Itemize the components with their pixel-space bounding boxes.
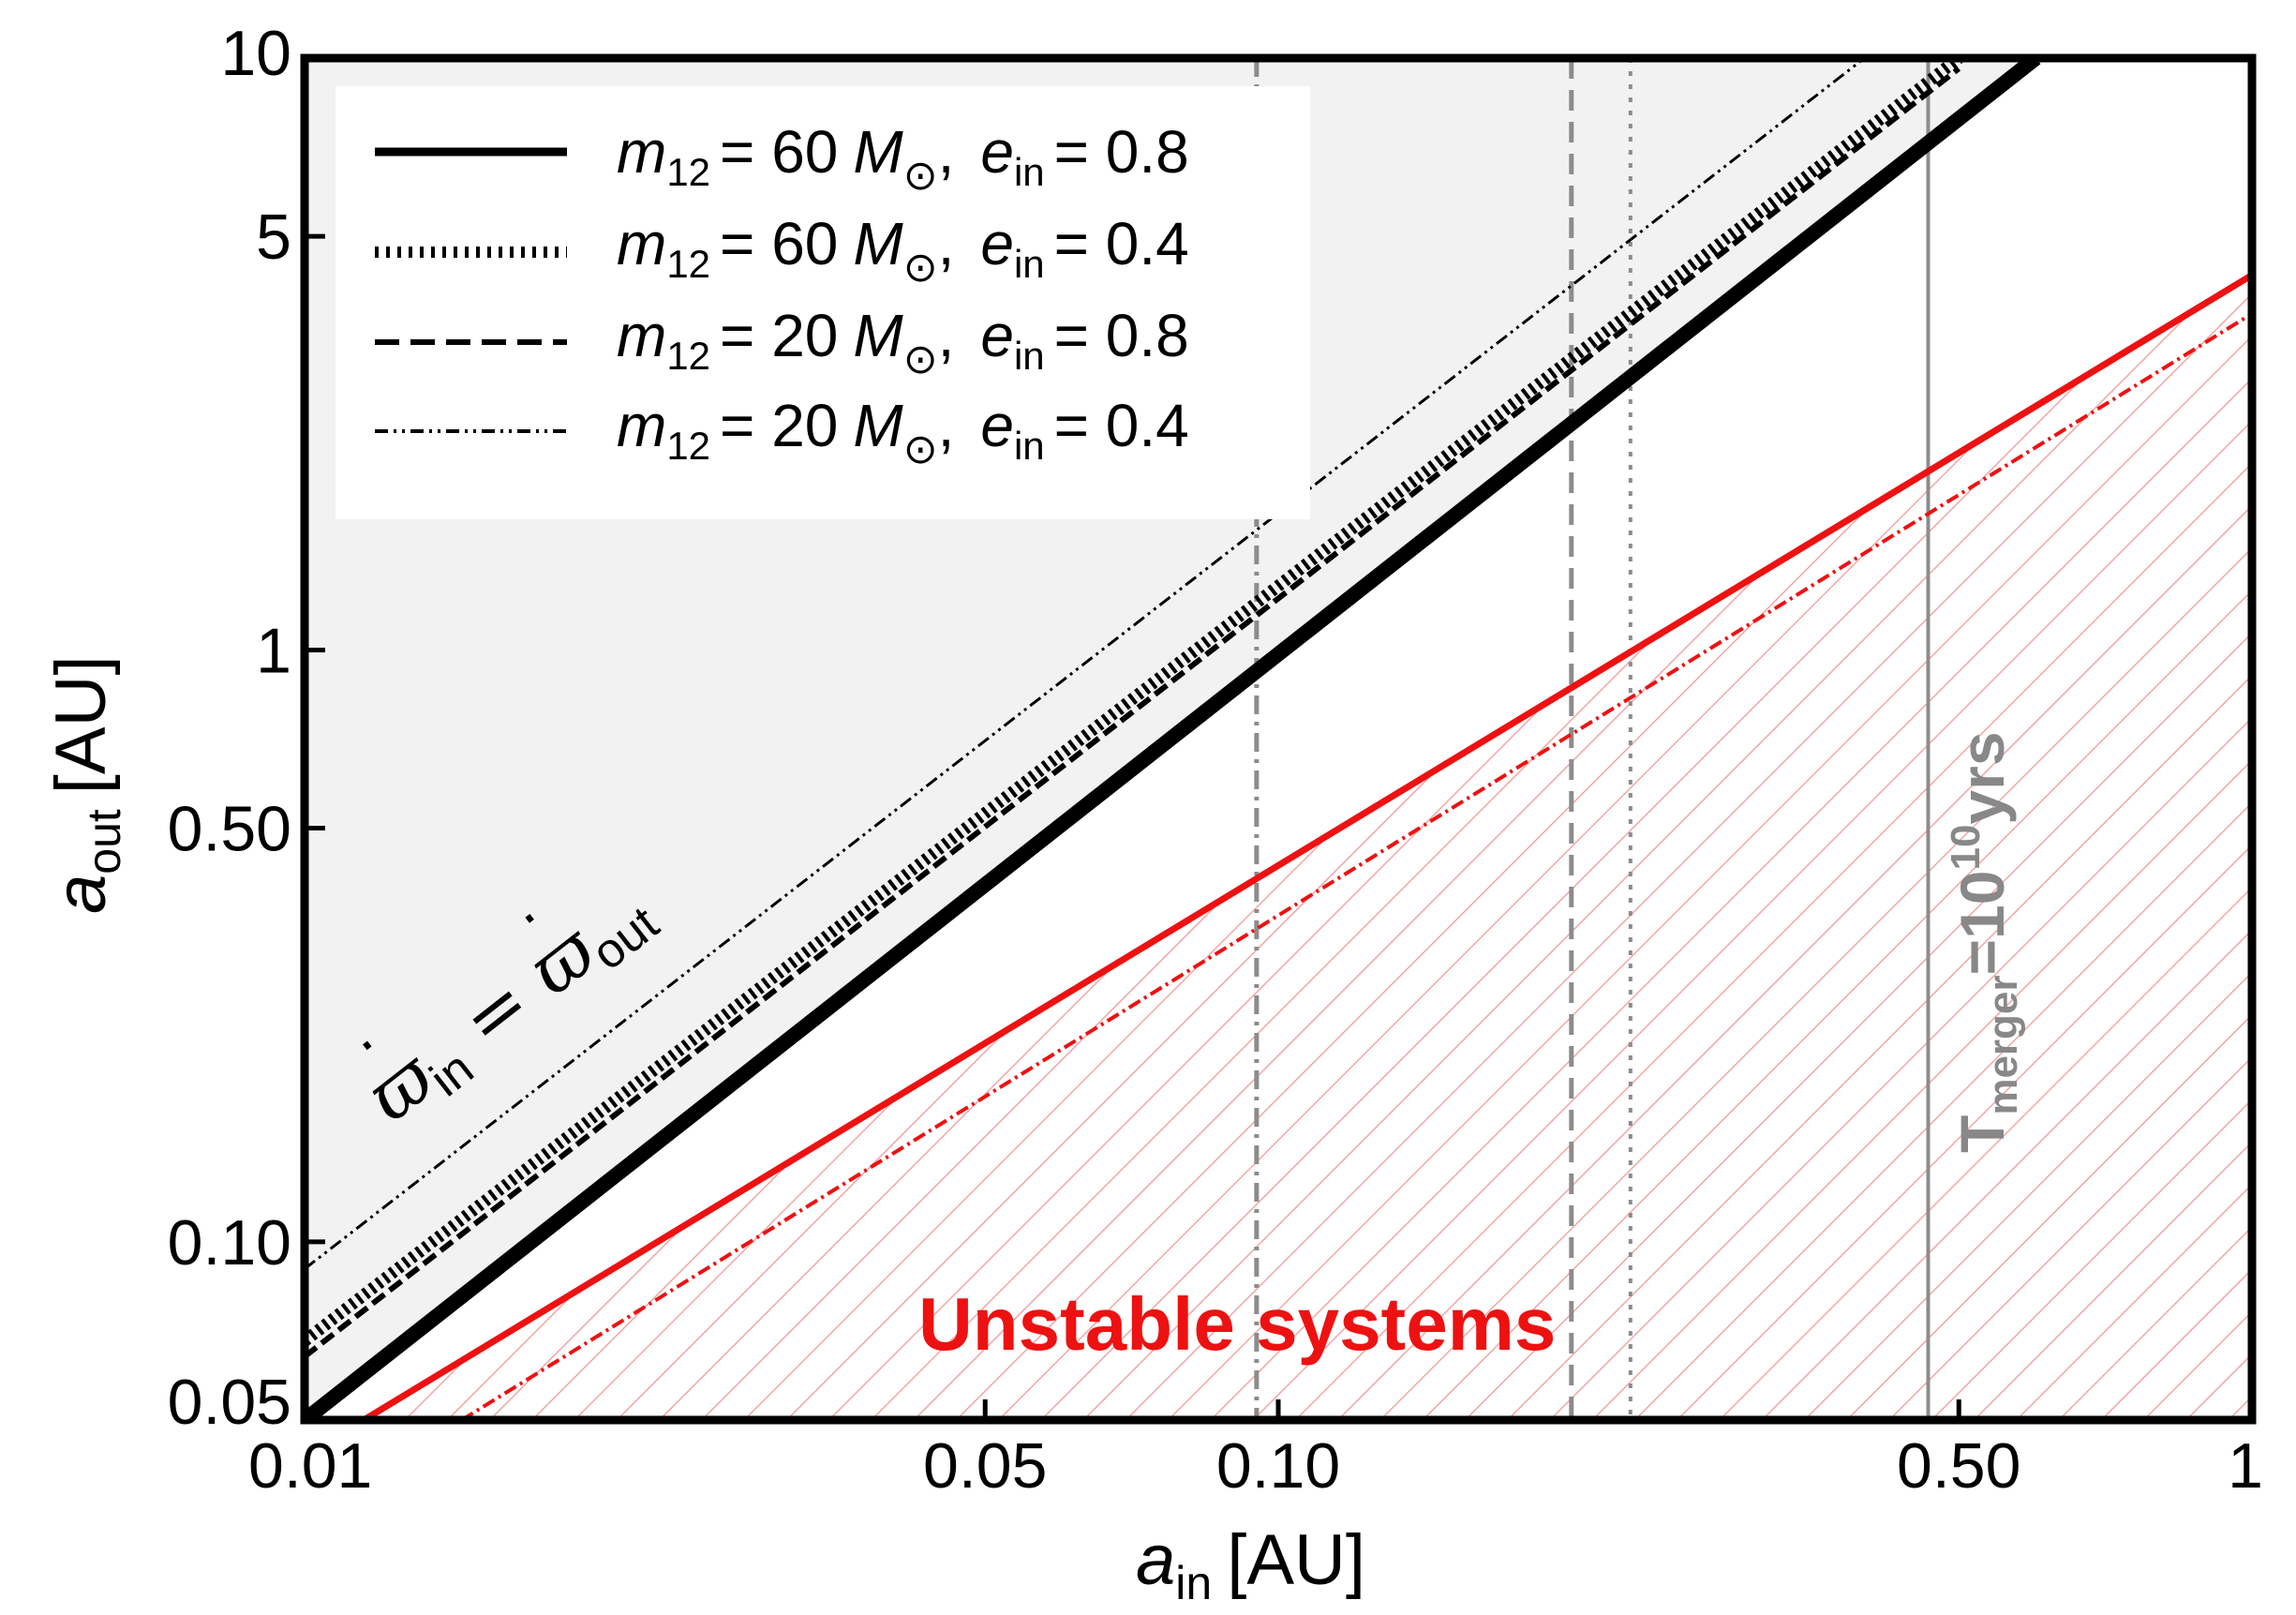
unstable-region (364, 275, 2252, 1420)
y-tick-label: 0.10 (168, 1207, 291, 1279)
legend-box (335, 86, 1310, 519)
legend-label-m20-e04: m12 = 20 M⊙, ein = 0.4 (617, 392, 1189, 472)
y-tick-label: 10 (220, 18, 291, 89)
stability-limit-solid-line (362, 272, 2252, 1420)
y-tick-label: 1 (256, 615, 291, 686)
x-tick-label: 1 (2228, 1430, 2263, 1502)
x-tick-label: 0.10 (1216, 1430, 1340, 1502)
merger-time-label: Tmerger=1010yrs (1943, 731, 2026, 1153)
y-axis-ticks: 0.05 0.10 0.50 1 5 10 (168, 18, 325, 1438)
stability-limit-dashdot-line (460, 311, 2252, 1420)
y-tick-label: 0.05 (168, 1367, 291, 1438)
x-tick-label: 0.50 (1897, 1430, 2020, 1502)
y-tick-label: 0.50 (168, 794, 291, 865)
series-m60-e04-line (305, 58, 1963, 1346)
x-axis-ticks: 0.01 0.05 0.10 0.50 1 (248, 1399, 2263, 1502)
legend-label-m60-e08: m12 = 60 M⊙, ein = 0.8 (617, 118, 1189, 199)
legend-label-m60-e04: m12 = 60 M⊙, ein = 0.4 (617, 210, 1189, 291)
series-m60-e08-line (305, 58, 2041, 1420)
series-m20-e08-line (305, 66, 1961, 1359)
x-tick-label: 0.05 (923, 1430, 1047, 1502)
y-axis-title: aout[AU] (41, 655, 130, 914)
legend-label-m20-e08: m12 = 20 M⊙, ein = 0.8 (617, 302, 1189, 382)
y-tick-label: 5 (256, 202, 291, 273)
series-m20-e04-line (305, 58, 1866, 1270)
unstable-systems-label: Unstable systems (918, 1282, 1556, 1366)
legend: m12 = 60 M⊙, ein = 0.8 m12 = 60 M⊙, ein = 0.4 m1… (335, 86, 1310, 519)
x-axis-title: ain [AU] (1136, 1520, 1365, 1609)
x-tick-label: 0.01 (248, 1430, 372, 1502)
